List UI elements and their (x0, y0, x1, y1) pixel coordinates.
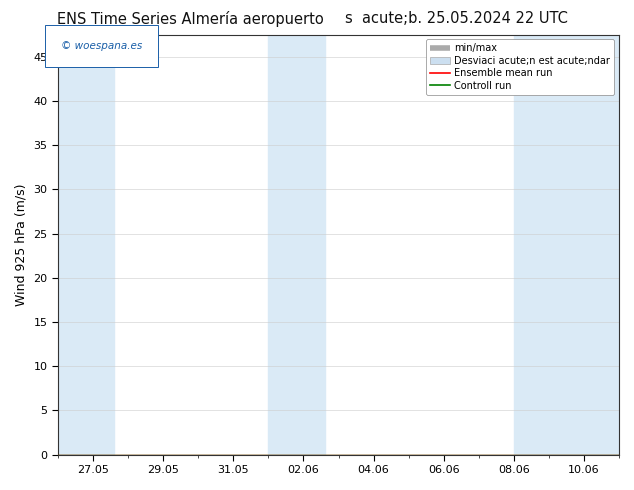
Y-axis label: Wind 925 hPa (m/s): Wind 925 hPa (m/s) (15, 183, 28, 306)
Bar (58, 35, 114, 455)
Legend: min/max, Desviaci acute;n est acute;ndar, Ensemble mean run, Controll run: min/max, Desviaci acute;n est acute;ndar… (426, 40, 614, 95)
Text: © woespana.es: © woespana.es (61, 41, 142, 51)
Bar (514, 35, 619, 455)
Bar (268, 35, 325, 455)
Text: s  acute;b. 25.05.2024 22 UTC: s acute;b. 25.05.2024 22 UTC (345, 11, 568, 26)
Text: ENS Time Series Almería aeropuerto: ENS Time Series Almería aeropuerto (57, 11, 323, 27)
